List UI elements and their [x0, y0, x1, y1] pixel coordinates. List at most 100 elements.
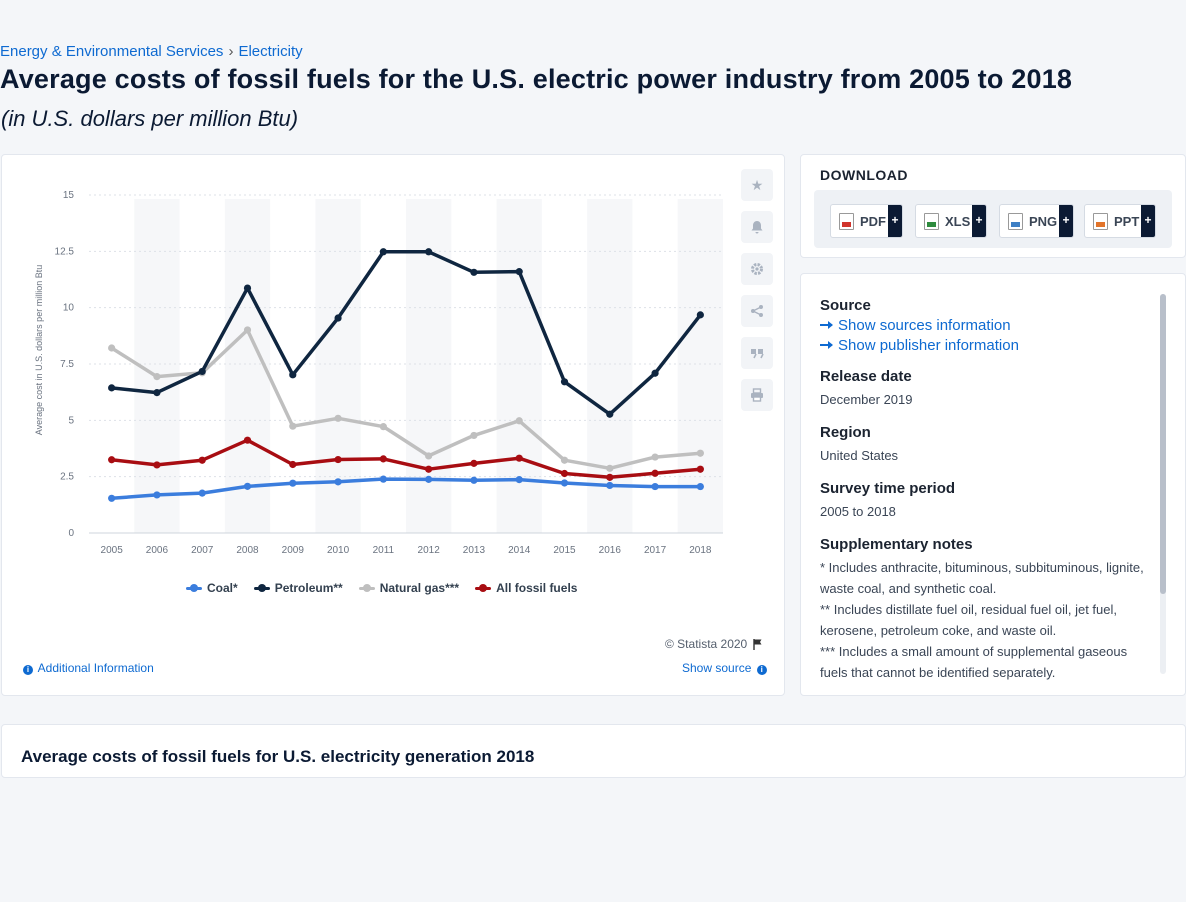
data-point[interactable]: [470, 268, 478, 276]
breadcrumb-item-electricity[interactable]: Electricity: [238, 43, 303, 60]
data-point[interactable]: [470, 431, 478, 440]
series-line: [109, 328, 703, 471]
plus-icon: +: [1141, 205, 1155, 237]
related-statistic-card: Average costs of fossil fuels for U.S. e…: [1, 724, 1186, 778]
settings-button[interactable]: [741, 253, 773, 285]
data-point[interactable]: [243, 284, 252, 292]
region-value: United States: [820, 448, 899, 463]
data-point[interactable]: [379, 475, 387, 483]
data-point[interactable]: [425, 248, 433, 256]
show-publisher-link[interactable]: Show publisher information: [820, 337, 1145, 354]
data-point[interactable]: [379, 455, 387, 463]
data-point[interactable]: [606, 464, 614, 472]
data-point[interactable]: [425, 452, 433, 460]
print-button[interactable]: [741, 379, 773, 411]
x-tick-label: 2005: [101, 545, 124, 556]
data-point[interactable]: [153, 373, 161, 381]
show-sources-link[interactable]: Show sources information: [820, 317, 1145, 334]
download-ppt-button[interactable]: PPT +: [1084, 204, 1156, 238]
download-png-button[interactable]: PNG +: [999, 204, 1074, 238]
statistic-info-card: Source Show sources information Show pub…: [800, 273, 1186, 696]
legend-item-coal[interactable]: Coal*: [186, 581, 238, 595]
related-statistic-title[interactable]: Average costs of fossil fuels for U.S. e…: [21, 747, 535, 766]
additional-information-label: Additional Information: [37, 661, 154, 675]
data-point[interactable]: [243, 326, 252, 334]
data-point[interactable]: [289, 460, 297, 469]
data-point[interactable]: [470, 459, 478, 467]
favorite-star-button[interactable]: ★: [741, 169, 773, 201]
cite-button[interactable]: [741, 337, 773, 369]
data-point[interactable]: [515, 417, 523, 425]
data-point[interactable]: [651, 453, 659, 461]
data-point[interactable]: [289, 422, 297, 430]
show-source-link[interactable]: Show source i: [682, 661, 769, 675]
data-point[interactable]: [606, 473, 614, 481]
download-xls-button[interactable]: XLS +: [915, 204, 987, 238]
data-point[interactable]: [198, 489, 206, 497]
data-point[interactable]: [108, 494, 116, 502]
data-point[interactable]: [651, 469, 659, 477]
data-point[interactable]: [379, 248, 387, 256]
data-point[interactable]: [108, 384, 116, 392]
legend-item-petroleum[interactable]: Petroleum**: [253, 581, 343, 595]
additional-information-link[interactable]: i Additional Information: [21, 661, 154, 675]
data-point[interactable]: [696, 465, 704, 473]
y-tick-label: 15: [63, 190, 75, 201]
series-allfossilfuels: [108, 436, 704, 481]
data-point[interactable]: [606, 410, 614, 418]
survey-period-label: Survey time period: [820, 480, 956, 497]
data-point[interactable]: [153, 389, 161, 397]
top-bar: [0, 0, 1186, 36]
show-source-label: Show source: [682, 661, 752, 675]
data-point[interactable]: [108, 344, 116, 352]
data-point[interactable]: [425, 475, 433, 483]
survey-period-value: 2005 to 2018: [820, 504, 896, 519]
legend-item-natural-gas[interactable]: Natural gas***: [358, 581, 459, 595]
note-coal: * Includes anthracite, bituminous, subbi…: [820, 560, 1144, 596]
info-scrollbar[interactable]: [1160, 294, 1166, 674]
data-point[interactable]: [153, 461, 161, 469]
data-point[interactable]: [334, 314, 342, 322]
data-point[interactable]: [470, 476, 478, 484]
data-point[interactable]: [696, 311, 704, 319]
data-point[interactable]: [108, 456, 116, 464]
y-tick-label: 5: [68, 415, 74, 426]
data-point[interactable]: [334, 478, 342, 486]
data-point[interactable]: [515, 454, 523, 462]
series-petroleum: [108, 248, 704, 418]
data-point[interactable]: [334, 455, 342, 464]
data-point[interactable]: [243, 482, 252, 490]
data-point[interactable]: [425, 465, 433, 473]
data-point[interactable]: [696, 449, 704, 457]
data-point[interactable]: [606, 481, 614, 490]
legend-item-all-fossil-fuels[interactable]: All fossil fuels: [475, 581, 577, 595]
series-line: [109, 438, 703, 480]
data-point[interactable]: [696, 482, 704, 491]
data-point[interactable]: [198, 456, 206, 464]
notification-button[interactable]: [741, 211, 773, 243]
data-point[interactable]: [560, 469, 569, 478]
data-point[interactable]: [651, 482, 659, 491]
data-point[interactable]: [560, 378, 569, 386]
share-button[interactable]: [741, 295, 773, 327]
data-point[interactable]: [515, 268, 523, 276]
data-point[interactable]: [289, 479, 297, 487]
x-tick-label: 2008: [236, 545, 259, 556]
data-point[interactable]: [560, 456, 569, 464]
breadcrumb-item-energy[interactable]: Energy & Environmental Services: [0, 43, 224, 60]
line-chart: 0 2.5 5 7.5 10 12.5 15 2005 2006 2007 2008 2009 201…: [34, 190, 723, 556]
data-point[interactable]: [289, 371, 297, 379]
data-point[interactable]: [515, 475, 523, 484]
data-point[interactable]: [379, 423, 387, 431]
data-point[interactable]: [243, 436, 252, 444]
data-point[interactable]: [153, 491, 161, 499]
print-icon: [751, 388, 763, 402]
data-point[interactable]: [334, 414, 342, 422]
data-point[interactable]: [651, 369, 659, 377]
flag-icon[interactable]: [753, 638, 764, 650]
data-point[interactable]: [198, 367, 206, 376]
data-point[interactable]: [560, 479, 569, 487]
download-pdf-button[interactable]: PDF +: [830, 204, 903, 238]
y-tick-label: 0: [68, 528, 74, 539]
scrollbar-thumb[interactable]: [1160, 294, 1166, 594]
